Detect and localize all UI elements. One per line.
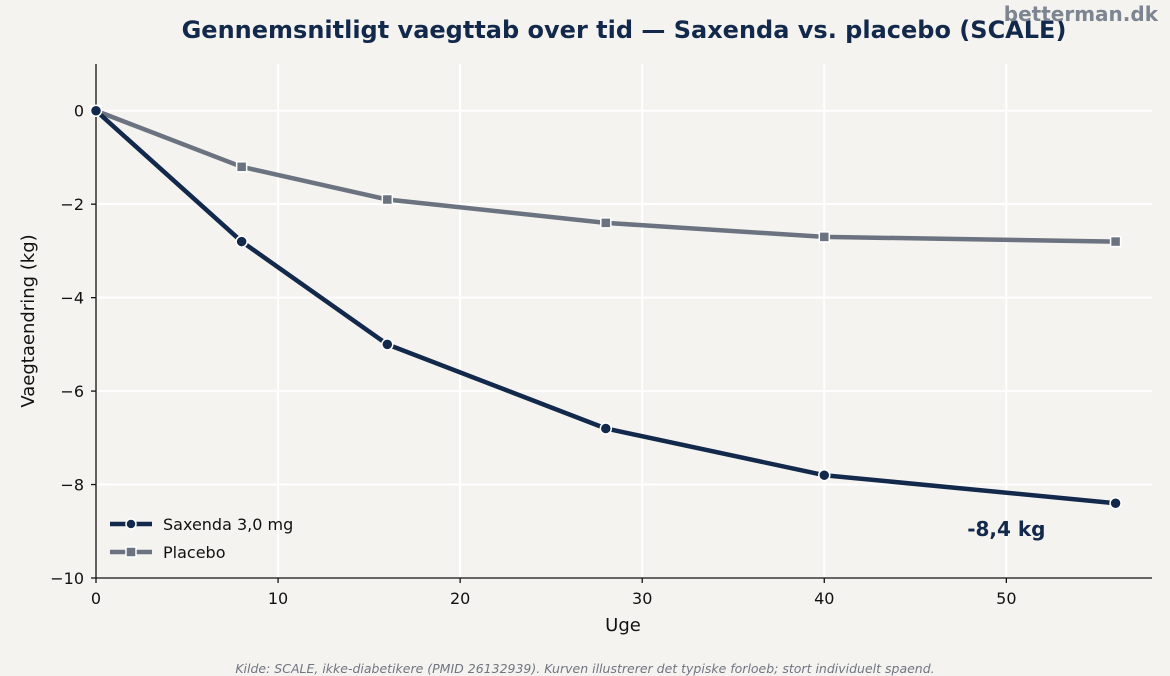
- x-tick-label: 30: [632, 589, 652, 608]
- y-tick-label: −8: [60, 476, 84, 495]
- data-point-placebo: [381, 193, 394, 206]
- legend-label: Placebo: [163, 543, 225, 562]
- chart-title: Gennemsnitligt vaegttab over tid — Saxen…: [182, 16, 1067, 44]
- x-axis-label: Uge: [605, 615, 641, 636]
- series-line-placebo: [93, 108, 1118, 244]
- x-tick-label: 50: [996, 589, 1016, 608]
- data-point-placebo: [235, 161, 248, 173]
- data-point-saxenda-3-0-mg: [818, 468, 831, 482]
- legend-marker: [125, 546, 137, 558]
- grid: [96, 64, 1152, 578]
- annotations: -8,4 kg: [967, 517, 1045, 541]
- data-point-placebo: [1109, 235, 1122, 248]
- data-point-placebo: [600, 217, 612, 229]
- source-note: Kilde: SCALE, ikke-diabetikere (PMID 261…: [235, 661, 934, 676]
- series-line-saxenda-3-0-mg: [93, 108, 1118, 506]
- data-point-saxenda-3-0-mg: [235, 235, 248, 248]
- annotation-label: -8,4 kg: [967, 517, 1045, 541]
- y-tick-label: −2: [60, 195, 84, 214]
- data-point-saxenda-3-0-mg: [89, 104, 103, 117]
- x-tick-label: 40: [814, 589, 834, 608]
- data-point-saxenda-3-0-mg: [599, 422, 613, 435]
- data-point-saxenda-3-0-mg: [1109, 496, 1122, 510]
- y-tick-label: 0: [74, 102, 84, 121]
- series: [89, 104, 1122, 510]
- data-point-placebo: [818, 231, 831, 243]
- legend: Saxenda 3,0 mg Placebo: [110, 515, 293, 562]
- y-tick-label: −10: [50, 569, 84, 588]
- legend-label: Saxenda 3,0 mg: [163, 515, 293, 534]
- y-tick-label: −4: [60, 289, 84, 308]
- y-tick-label: −6: [60, 382, 84, 401]
- watermark: betterman.dk: [1004, 2, 1159, 26]
- axes: [95, 64, 1152, 579]
- data-point-saxenda-3-0-mg: [381, 338, 394, 351]
- x-tick-label: 10: [268, 589, 288, 608]
- x-tick-label: 0: [91, 589, 101, 608]
- tick-labels: 0 10 20 30 40 50 0 −2 −4 −6 −8 −10: [50, 102, 1016, 608]
- y-axis-label: Vaegtaendring (kg): [18, 234, 39, 407]
- x-tick-label: 20: [450, 589, 470, 608]
- legend-marker: [125, 518, 137, 530]
